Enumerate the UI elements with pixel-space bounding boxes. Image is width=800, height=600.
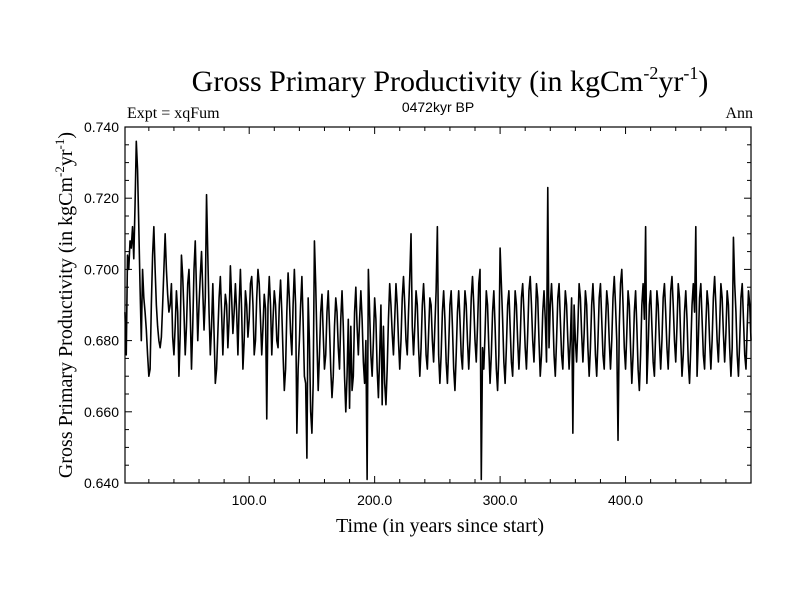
chart-title: Gross Primary Productivity (in kgCm-2yr-… [192, 63, 709, 98]
chart-title-mid: yr [658, 65, 683, 98]
y-tick-label: 0.740 [84, 119, 119, 135]
experiment-label: Expt = xqFum [127, 105, 220, 122]
x-tick-label: 300.0 [483, 492, 518, 508]
y-axis-label: Gross Primary Productivity (in kgCm-2yr-… [52, 132, 77, 478]
x-tick-label: 100.0 [232, 492, 267, 508]
chart-title-main: Gross Primary Productivity (in kgCm [192, 65, 644, 98]
y-axis-label-sup2: -1 [52, 139, 67, 150]
y-axis-label-main: Gross Primary Productivity (in kgCm [55, 177, 77, 479]
chart-title-end: ) [698, 65, 708, 98]
x-axis-label: Time (in years since start) [336, 515, 544, 537]
x-tick-label: 200.0 [357, 492, 392, 508]
y-tick-label: 0.700 [84, 261, 119, 277]
y-tick-label: 0.660 [84, 404, 119, 420]
y-axis-label-end: ) [55, 132, 77, 139]
chart-subtitle: 0472kyr BP [402, 99, 474, 115]
x-tick-label: 400.0 [608, 492, 643, 508]
chart-title-sup2: -1 [683, 63, 698, 83]
y-axis-label-sup1: -2 [52, 166, 67, 177]
chart-title-sup1: -2 [643, 63, 658, 83]
y-tick-label: 0.720 [84, 190, 119, 206]
chart: Gross Primary Productivity (in kgCm-2yr-… [0, 0, 800, 600]
season-label: Ann [725, 105, 753, 122]
y-tick-label: 0.640 [84, 475, 119, 491]
series-line-gpp [125, 141, 751, 479]
y-tick-label: 0.680 [84, 333, 119, 349]
y-axis-label-mid: yr [55, 149, 77, 166]
